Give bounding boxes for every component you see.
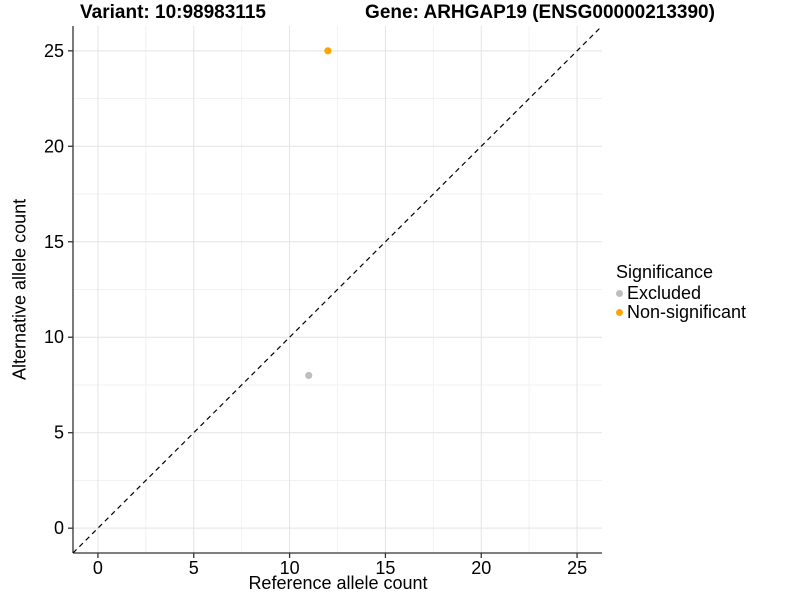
legend: Significance Excluded Non-significant <box>616 261 746 322</box>
gene-title: Gene: ARHGAP19 (ENSG00000213390) <box>365 2 715 23</box>
x-tick-label: 15 <box>375 558 395 578</box>
variant-title: Variant: 10:98983115 <box>80 2 266 23</box>
identity-reference-line <box>72 25 603 554</box>
y-tick-label: 0 <box>54 518 64 538</box>
x-tick-label: 10 <box>280 558 300 578</box>
y-tick-label: 25 <box>44 41 64 61</box>
y-tick-label: 20 <box>44 136 64 156</box>
legend-item-label: Non-significant <box>627 302 747 322</box>
excluded-swatch-icon <box>616 290 623 297</box>
legend-item-non-significant: Non-significant <box>616 303 746 322</box>
legend-item-label: Excluded <box>627 283 702 303</box>
x-tick-label: 5 <box>189 558 199 578</box>
non-significant-swatch-icon <box>616 309 623 316</box>
y-tick-label: 10 <box>44 327 64 347</box>
data-point-excluded <box>305 371 313 380</box>
x-tick-label: 25 <box>567 558 587 578</box>
legend-item-excluded: Excluded <box>616 284 746 303</box>
y-tick-label: 15 <box>44 232 64 252</box>
x-tick-label: 0 <box>93 558 103 578</box>
y-tick-label: 5 <box>54 423 64 443</box>
data-point-non-significant <box>324 47 332 55</box>
x-axis-title: Reference allele count <box>248 573 428 593</box>
x-tick-label: 20 <box>471 558 491 578</box>
y-axis-title: Alternative allele count <box>9 198 30 381</box>
legend-title: Significance <box>616 262 714 282</box>
